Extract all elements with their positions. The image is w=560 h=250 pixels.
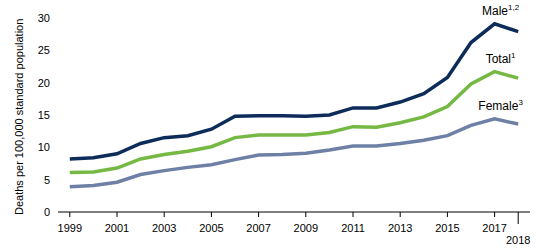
svg-text:2001: 2001 [105, 222, 129, 234]
svg-text:Deaths per 100,000 standard po: Deaths per 100,000 standard population [13, 19, 25, 215]
svg-text:2005: 2005 [199, 222, 223, 234]
svg-text:15: 15 [38, 109, 50, 121]
svg-text:2009: 2009 [294, 222, 318, 234]
svg-text:10: 10 [38, 141, 50, 153]
svg-text:Total1: Total1 [486, 51, 516, 66]
svg-text:5: 5 [44, 174, 50, 186]
svg-text:2018: 2018 [506, 234, 530, 246]
svg-text:Male1,2: Male1,2 [482, 3, 520, 18]
svg-text:2017: 2017 [482, 222, 506, 234]
svg-text:2011: 2011 [341, 222, 365, 234]
svg-text:30: 30 [38, 12, 50, 24]
svg-text:2003: 2003 [152, 222, 176, 234]
svg-text:0: 0 [44, 206, 50, 218]
svg-text:2013: 2013 [388, 222, 412, 234]
svg-text:25: 25 [38, 44, 50, 56]
svg-text:20: 20 [38, 77, 50, 89]
svg-text:2007: 2007 [246, 222, 270, 234]
svg-text:2015: 2015 [435, 222, 459, 234]
svg-text:1999: 1999 [58, 222, 82, 234]
svg-text:Female3: Female3 [478, 98, 523, 113]
